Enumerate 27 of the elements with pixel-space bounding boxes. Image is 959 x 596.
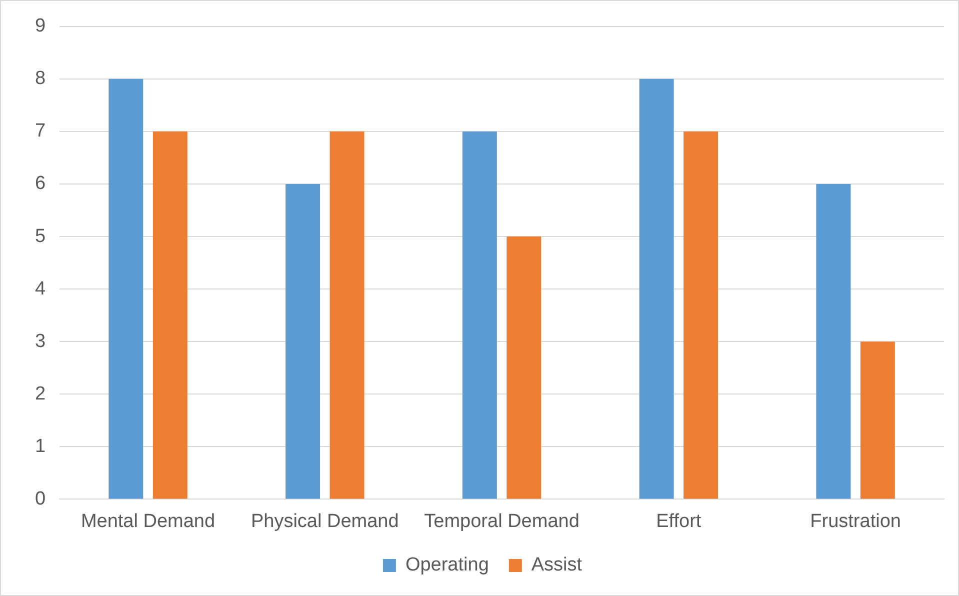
y-tick-label: 3: [34, 330, 46, 352]
x-tick-label: Physical Demand: [250, 510, 399, 532]
bar: [639, 78, 674, 499]
legend-label: Assist: [531, 554, 583, 576]
bar: [286, 184, 320, 499]
bar: [108, 78, 144, 499]
bar: [152, 131, 188, 499]
bar: [462, 131, 497, 499]
y-tick-label: 4: [34, 278, 46, 300]
y-tick-label: 5: [34, 226, 46, 247]
x-tick-label: Temporal Demand: [424, 510, 580, 532]
y-tick-label: 8: [34, 68, 46, 90]
y-tick-label: 0: [34, 488, 46, 510]
bar: [330, 131, 364, 499]
y-tick-label: 7: [34, 120, 46, 142]
legend-label: Operating: [405, 554, 489, 576]
y-tick-label: 1: [34, 436, 46, 457]
bar: [684, 131, 718, 499]
x-tick-label: Mental Demand: [80, 510, 216, 532]
bar: [816, 184, 851, 499]
bar: [860, 342, 895, 499]
x-tick-label: Frustration: [810, 510, 901, 532]
y-tick-label: 6: [34, 173, 46, 194]
y-tick-label: 2: [34, 383, 46, 404]
y-tick-label: 9: [34, 16, 46, 37]
x-tick-label: Effort: [656, 510, 702, 532]
bar: [506, 236, 542, 499]
